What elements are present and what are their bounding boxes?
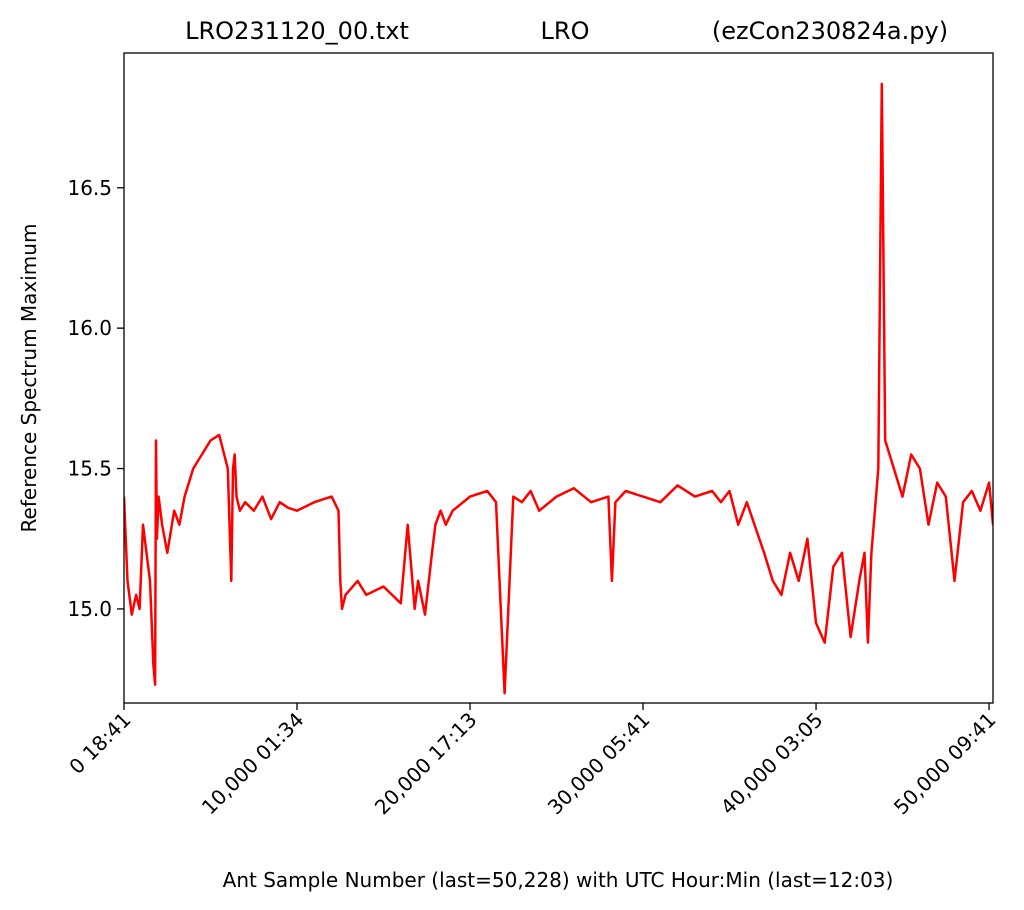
y-tick-label: 15.0 (67, 597, 112, 621)
plot-frame (123, 52, 994, 704)
x-tick-label: 10,000 01:34 (197, 708, 309, 820)
y-axis-label: Reference Spectrum Maximum (17, 224, 41, 533)
x-tick-label: 0 18:41 (64, 708, 135, 779)
chart-title-station: LRO (541, 17, 590, 45)
plot-area (123, 52, 994, 704)
chart-title-filename: LRO231120_00.txt (185, 17, 409, 45)
chart-title-script: (ezCon230824a.py) (712, 17, 948, 45)
y-tick-label: 16.5 (67, 176, 112, 200)
y-axis: 15.0 15.5 16.0 16.5 (67, 176, 124, 621)
chart-titles: LRO231120_00.txt LRO (ezCon230824a.py) (185, 17, 948, 45)
x-tick-label: 40,000 03:05 (716, 708, 828, 820)
y-tick-label: 16.0 (67, 316, 112, 340)
x-tick-label: 20,000 17:13 (370, 708, 482, 820)
x-tick-label: 50,000 09:41 (889, 708, 1001, 820)
x-axis: 0 18:41 10,000 01:34 20,000 17:13 30,000 05… (64, 703, 1001, 820)
y-tick-label: 15.5 (67, 457, 112, 481)
x-tick-label: 30,000 05:41 (543, 708, 655, 820)
x-axis-label: Ant Sample Number (last=50,228) with UTC… (223, 868, 894, 892)
data-series-line (124, 82, 993, 695)
